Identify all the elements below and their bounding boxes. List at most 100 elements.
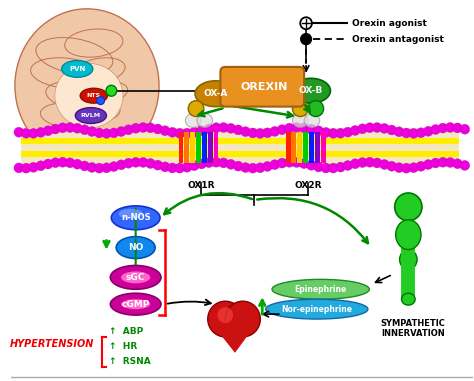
Circle shape	[218, 307, 233, 323]
Ellipse shape	[121, 299, 150, 309]
FancyBboxPatch shape	[220, 67, 304, 107]
Circle shape	[211, 123, 221, 133]
Bar	[303, 133, 308, 163]
Ellipse shape	[195, 81, 236, 107]
Circle shape	[116, 160, 126, 170]
Circle shape	[14, 163, 24, 173]
Circle shape	[65, 158, 75, 168]
Circle shape	[438, 123, 448, 133]
Bar	[286, 133, 291, 163]
Ellipse shape	[110, 293, 161, 315]
Circle shape	[270, 160, 280, 170]
Text: ↑  ABP: ↑ ABP	[109, 327, 144, 336]
Bar	[208, 133, 213, 163]
Circle shape	[306, 124, 316, 134]
Circle shape	[365, 123, 374, 133]
Circle shape	[204, 124, 214, 134]
Text: OX2R: OX2R	[294, 181, 322, 189]
Circle shape	[255, 128, 265, 138]
Circle shape	[138, 123, 148, 133]
Circle shape	[301, 34, 311, 45]
Circle shape	[109, 162, 118, 171]
Circle shape	[263, 128, 272, 138]
Circle shape	[401, 128, 411, 138]
Bar	[179, 133, 183, 163]
Circle shape	[270, 126, 280, 136]
Circle shape	[58, 157, 68, 167]
Circle shape	[300, 17, 312, 29]
Ellipse shape	[266, 299, 368, 319]
Ellipse shape	[75, 107, 107, 123]
Ellipse shape	[272, 279, 369, 299]
Circle shape	[102, 163, 111, 173]
Circle shape	[387, 125, 397, 135]
Circle shape	[160, 162, 170, 172]
Ellipse shape	[401, 293, 415, 305]
Circle shape	[336, 162, 346, 172]
Circle shape	[395, 193, 422, 221]
Ellipse shape	[111, 206, 160, 230]
Circle shape	[255, 163, 265, 173]
Ellipse shape	[15, 9, 159, 163]
Circle shape	[248, 163, 258, 173]
Circle shape	[51, 124, 60, 134]
Text: ↑  RSNA: ↑ RSNA	[109, 357, 151, 366]
Circle shape	[438, 157, 448, 167]
Bar	[315, 133, 320, 163]
Ellipse shape	[396, 220, 421, 250]
Circle shape	[241, 163, 250, 173]
Bar	[21, 128, 459, 167]
Ellipse shape	[62, 61, 93, 77]
Circle shape	[321, 128, 331, 138]
Bar	[214, 133, 219, 163]
Circle shape	[431, 125, 440, 134]
Circle shape	[357, 158, 367, 168]
Circle shape	[233, 125, 243, 135]
Circle shape	[277, 158, 287, 168]
Circle shape	[204, 158, 214, 168]
Circle shape	[343, 127, 353, 137]
Circle shape	[106, 85, 117, 96]
Text: HYPERTENSION: HYPERTENSION	[10, 339, 94, 349]
Circle shape	[394, 127, 404, 137]
Circle shape	[97, 97, 104, 105]
Bar	[21, 138, 459, 144]
Circle shape	[219, 123, 228, 133]
Circle shape	[372, 158, 382, 168]
Text: ↑  HR: ↑ HR	[109, 343, 137, 351]
Circle shape	[423, 160, 433, 170]
Text: cGMP: cGMP	[121, 300, 150, 309]
Ellipse shape	[400, 250, 417, 269]
Circle shape	[43, 126, 53, 136]
Circle shape	[211, 157, 221, 167]
Text: SYMPATHETIC
INNERVATION: SYMPATHETIC INNERVATION	[381, 319, 446, 338]
Circle shape	[453, 159, 462, 169]
Circle shape	[387, 161, 397, 171]
Circle shape	[299, 123, 309, 133]
Circle shape	[73, 159, 82, 169]
Circle shape	[226, 123, 236, 133]
Circle shape	[73, 123, 82, 133]
Circle shape	[167, 127, 177, 137]
Circle shape	[208, 301, 243, 337]
Circle shape	[190, 127, 199, 137]
Circle shape	[365, 157, 374, 167]
Circle shape	[314, 126, 323, 136]
Circle shape	[225, 301, 260, 337]
Bar	[190, 133, 195, 163]
Polygon shape	[210, 321, 258, 353]
Circle shape	[380, 160, 389, 170]
Circle shape	[146, 123, 155, 133]
Ellipse shape	[304, 114, 320, 128]
Circle shape	[138, 157, 148, 167]
Circle shape	[14, 127, 24, 137]
Circle shape	[131, 157, 141, 167]
Circle shape	[80, 161, 90, 171]
Ellipse shape	[118, 209, 143, 219]
Ellipse shape	[185, 114, 201, 128]
Circle shape	[446, 157, 455, 168]
Bar	[309, 133, 314, 163]
Circle shape	[190, 161, 199, 171]
Circle shape	[314, 162, 323, 172]
Circle shape	[416, 128, 426, 138]
